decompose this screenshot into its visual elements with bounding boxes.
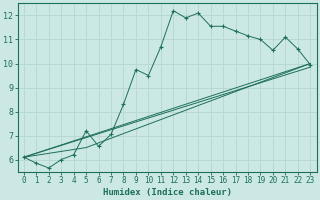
X-axis label: Humidex (Indice chaleur): Humidex (Indice chaleur) [103,188,232,197]
